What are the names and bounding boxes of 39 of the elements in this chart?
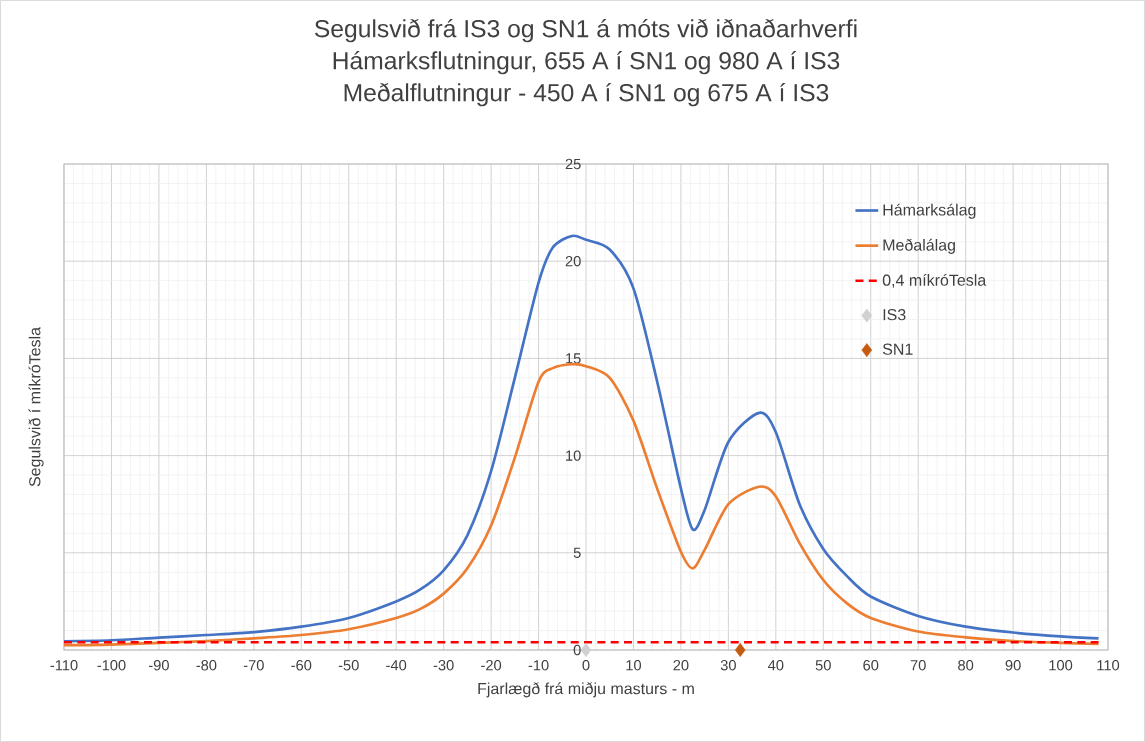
x-tick-label: 10 — [626, 660, 642, 671]
x-tick-label: -10 — [528, 660, 549, 671]
legend-label: SN1 — [882, 343, 913, 355]
x-tick-label: 90 — [1005, 660, 1021, 671]
legend-label: Meðalálag — [883, 238, 955, 254]
x-tick-label: 40 — [768, 660, 784, 671]
y-tick-label: 15 — [566, 353, 581, 364]
y-tick-label: 5 — [573, 547, 581, 558]
x-tick-label: 100 — [1049, 660, 1073, 671]
x-tick-label: -100 — [97, 660, 126, 671]
x-tick-label: -50 — [338, 660, 359, 671]
x-tick-label: -70 — [243, 660, 264, 671]
x-tick-label: -20 — [481, 660, 502, 671]
x-tick-label: -30 — [433, 660, 454, 671]
x-tick-label: 50 — [815, 660, 831, 671]
x-axis-title: Fjarlægð frá miðju masturs - m — [478, 682, 694, 698]
legend-label: 0,4 míkróTesla — [882, 273, 987, 288]
x-tick-label: -90 — [148, 660, 169, 671]
x-tick-label: 60 — [863, 660, 879, 671]
y-tick-label: 0 — [573, 644, 581, 656]
x-tick-label: 20 — [673, 660, 689, 671]
y-tick-label: 25 — [565, 158, 581, 170]
x-tick-label: -60 — [291, 660, 312, 671]
y-axis-title: Segulsvið í míkróTesla — [28, 326, 44, 487]
y-tick-label: 10 — [566, 450, 581, 461]
line-series — [62, 234, 1100, 643]
x-tick-label: -40 — [386, 660, 407, 671]
chart-title: Segulsvið frá IS3 og SN1 á móts við iðnaðarhverfi — [314, 18, 857, 43]
x-tick-label: -80 — [196, 660, 217, 671]
x-tick-label: 110 — [1097, 660, 1120, 671]
x-tick-label: -110 — [50, 660, 78, 671]
legend-label: Hámarksálag — [883, 203, 976, 219]
chart-subtitle: Hámarksflutningur, 655 A í SN1 og 980 A í IS3 Meðalflutningur - 450 A í SN1 og 675 A í IS3 — [333, 50, 840, 107]
x-tick-label: 80 — [958, 660, 974, 671]
legend-label: IS3 — [883, 309, 906, 321]
x-tick-label: 0 — [582, 660, 590, 671]
y-tick-label: 20 — [565, 256, 581, 267]
x-tick-label: 70 — [910, 660, 926, 671]
x-tick-label: 30 — [720, 660, 736, 671]
